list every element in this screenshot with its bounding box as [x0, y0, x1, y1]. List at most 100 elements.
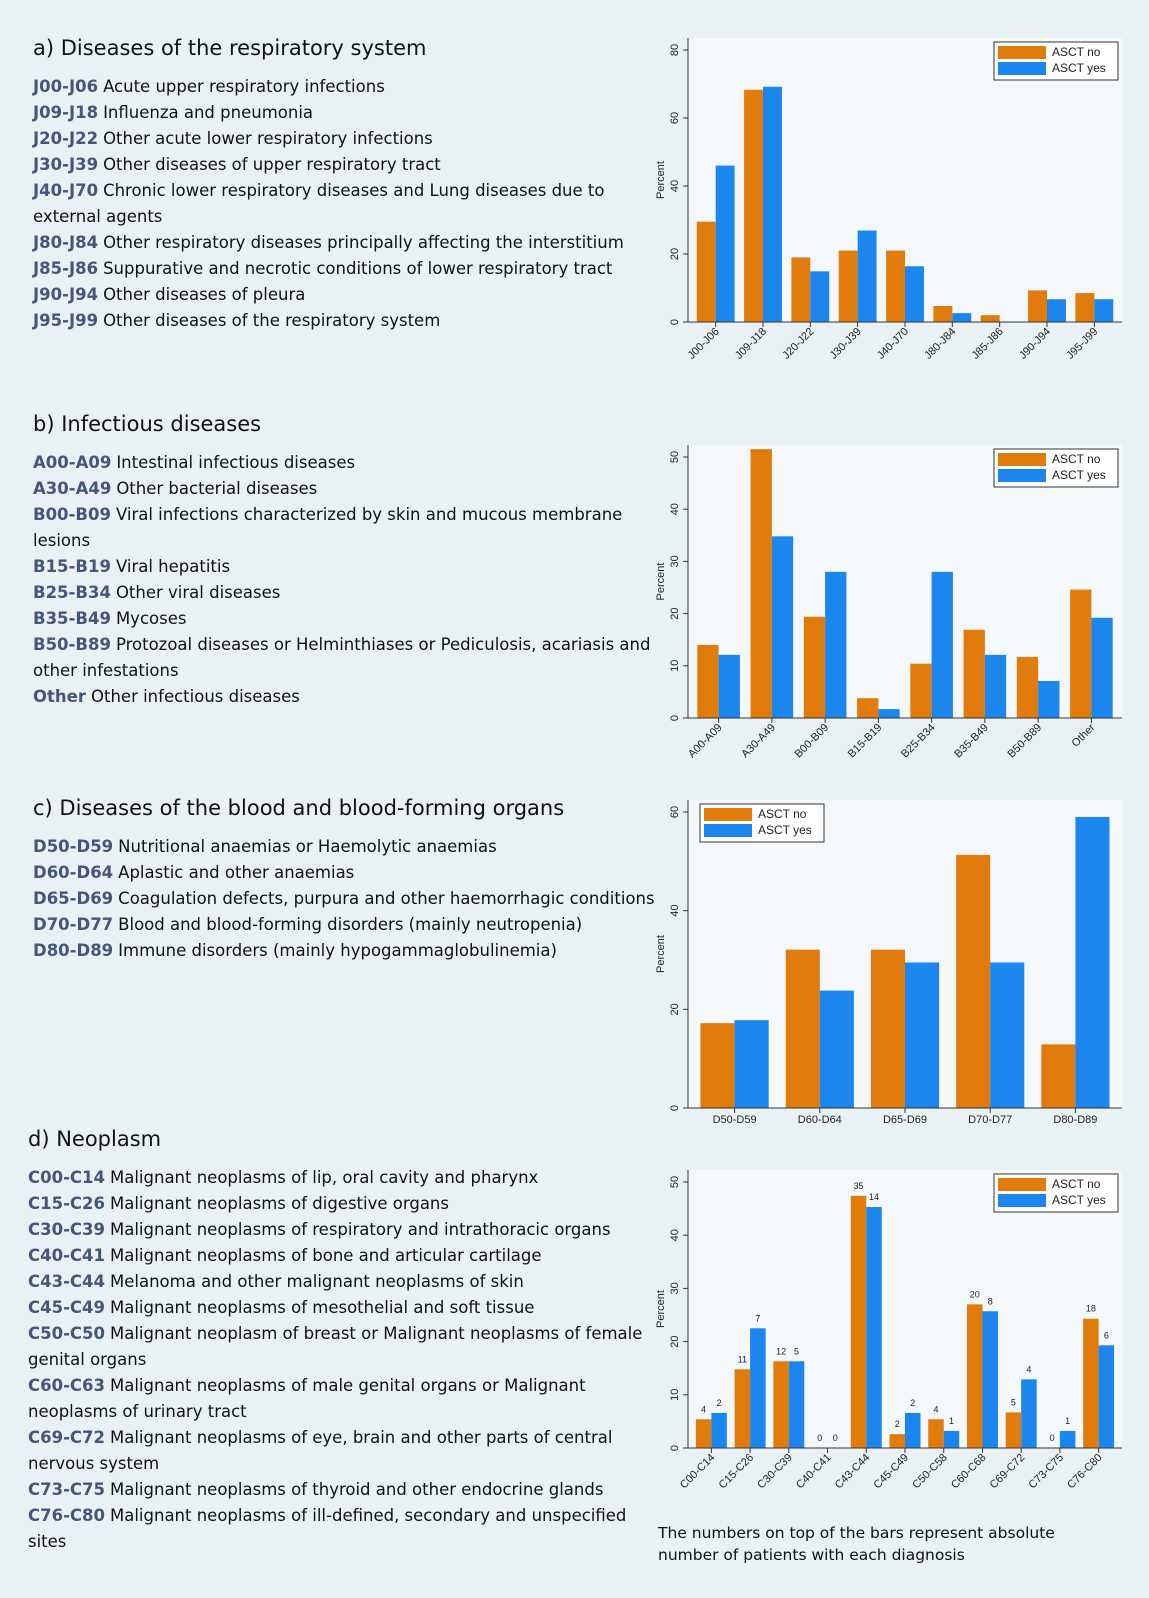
code: J85-J86	[33, 259, 99, 278]
code: D80-D89	[33, 941, 114, 960]
description: J20-J22 Other acute lower respiratory inf…	[33, 126, 658, 152]
y-tick-label: 20	[669, 248, 681, 260]
description: C50-C50 Malignant neoplasm of breast or M…	[28, 1321, 653, 1373]
description-text: Viral hepatitis	[115, 557, 231, 576]
bar	[857, 698, 879, 718]
bar	[1041, 1044, 1076, 1108]
description-text: Other acute lower respiratory infections	[103, 129, 433, 148]
y-tick-label: 0	[669, 1445, 681, 1451]
description: C43-C44 Melanoma and other malignant neop…	[28, 1269, 653, 1295]
x-tick-label: C43-C44	[833, 1452, 873, 1492]
description-text: Mycoses	[115, 609, 187, 628]
bar	[810, 271, 830, 322]
description: C45-C49 Malignant neoplasms of mesothelia…	[28, 1295, 653, 1321]
legend-swatch	[704, 808, 752, 821]
description-text: Melanoma and other malignant neoplasms o…	[110, 1272, 524, 1291]
code: D50-D59	[33, 837, 114, 856]
x-tick-label: B25-B34	[899, 722, 938, 761]
section: c) Diseases of the blood and blood-formi…	[33, 796, 658, 964]
x-tick-label: J90-J94	[1017, 326, 1053, 362]
legend-swatch	[998, 1178, 1046, 1191]
bar	[886, 250, 905, 322]
code: J95-J99	[33, 311, 99, 330]
note: The numbers on top of the bars represent…	[658, 1524, 1055, 1564]
code: C50-C50	[28, 1324, 105, 1343]
description: C76-C80 Malignant neoplasms of ill-define…	[28, 1503, 653, 1555]
description: A00-A09 Intestinal infectious diseases	[33, 450, 658, 476]
x-tick-label: A30-A49	[739, 722, 778, 761]
description: J95-J99 Other diseases of the respiratory…	[33, 308, 658, 334]
x-tick-label: C15-C26	[717, 1452, 757, 1492]
section: a) Diseases of the respiratory system J00…	[33, 36, 658, 334]
description: C30-C39 Malignant neoplasms of respirator…	[28, 1217, 653, 1243]
bar	[1028, 290, 1047, 322]
bar	[878, 709, 900, 718]
x-tick-label: D65-D69	[883, 1114, 927, 1126]
description: D60-D64 Aplastic and other anaemias	[33, 860, 658, 886]
legend-swatch	[998, 469, 1046, 482]
bar	[1083, 1318, 1099, 1448]
code: Other	[33, 687, 86, 706]
count-label: 0	[817, 1433, 822, 1443]
x-tick-label: D80-D89	[1053, 1114, 1097, 1126]
count-label: 2	[910, 1398, 915, 1408]
bar	[785, 949, 820, 1108]
x-tick-label: B15-B19	[846, 722, 885, 761]
x-tick-label: J30-J39	[828, 326, 864, 362]
bar	[763, 86, 782, 322]
bar	[734, 1020, 769, 1108]
description: C00-C14 Malignant neoplasms of lip, oral …	[28, 1165, 653, 1191]
code: J90-J94	[33, 285, 99, 304]
description-text: Chronic lower respiratory diseases and L…	[33, 181, 605, 226]
y-tick-label: 40	[669, 180, 681, 192]
bar	[1021, 1379, 1037, 1448]
description-text: Malignant neoplasms of eye, brain and ot…	[28, 1428, 613, 1473]
x-tick-label: C30-C39	[755, 1452, 795, 1492]
x-tick-label: Other	[1070, 721, 1098, 749]
bar	[1016, 656, 1039, 718]
x-tick-label: A00-A09	[686, 722, 725, 761]
bar	[750, 1328, 766, 1448]
x-tick-label: C00-C14	[678, 1452, 718, 1492]
x-tick-label: J00-J06	[686, 326, 722, 362]
y-tick-label: 60	[669, 112, 681, 124]
y-tick-label: 40	[669, 905, 681, 917]
description-text: Malignant neoplasms of bone and articula…	[110, 1246, 542, 1265]
bar	[952, 313, 972, 322]
y-tick-label: 30	[669, 555, 681, 567]
description: D50-D59 Nutritional anaemias or Haemolyti…	[33, 834, 658, 860]
y-tick-label: 30	[669, 1282, 681, 1294]
description: C73-C75 Malignant neoplasms of thyroid an…	[28, 1477, 653, 1503]
code: A30-A49	[33, 479, 112, 498]
code: C69-C72	[28, 1428, 105, 1447]
code: B35-B49	[33, 609, 111, 628]
legend-swatch	[704, 824, 752, 837]
x-tick-label: C45-C49	[872, 1452, 912, 1492]
bar	[1047, 299, 1066, 322]
y-tick-label: 0	[669, 1105, 681, 1111]
bar	[889, 1434, 905, 1448]
bar	[963, 629, 985, 718]
count-label: 2	[717, 1398, 722, 1408]
description: B00-B09 Viral infections characterized by…	[33, 502, 658, 554]
y-tick-label: 40	[669, 503, 681, 515]
code: B15-B19	[33, 557, 111, 576]
legend-swatch	[998, 46, 1046, 59]
description-text: Malignant neoplasms of thyroid and other…	[110, 1480, 604, 1499]
description: C15-C26 Malignant neoplasms of digestive …	[28, 1191, 653, 1217]
description: J09-J18 Influenza and pneumonia	[33, 100, 658, 126]
description: C69-C72 Malignant neoplasms of eye, brain…	[28, 1425, 653, 1477]
bar	[715, 165, 735, 322]
description: J30-J39 Other diseases of upper respirato…	[33, 152, 658, 178]
code: D60-D64	[33, 863, 114, 882]
description-text: Influenza and pneumonia	[103, 103, 314, 122]
legend-label: ASCT no	[1052, 1177, 1101, 1191]
x-tick-label: J40-J70	[875, 326, 911, 362]
legend-label: ASCT no	[758, 807, 807, 821]
description-text: Other bacterial diseases	[116, 479, 318, 498]
bar	[695, 1419, 712, 1448]
description-text: Immune disorders (mainly hypogammaglobul…	[118, 941, 557, 960]
count-label: 5	[1011, 1397, 1016, 1407]
code: J20-J22	[33, 129, 99, 148]
